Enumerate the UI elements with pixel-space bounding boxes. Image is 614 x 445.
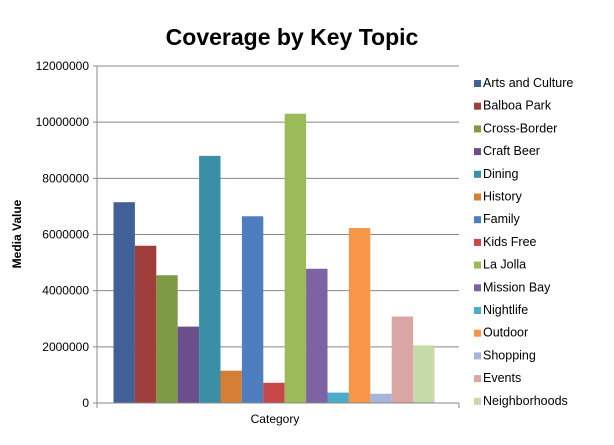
bar-craft-beer (177, 326, 200, 403)
bar-kids-free (263, 382, 285, 403)
legend-swatch (474, 80, 481, 87)
bar-outdoor (348, 228, 371, 403)
legend-label: Neighborhoods (483, 394, 568, 408)
y-tick-label: 12000000 (36, 59, 90, 73)
legend: Arts and Culture Balboa Park Cross-Border C… (474, 76, 573, 408)
bar-arts-and-culture (113, 202, 135, 403)
legend-label: Mission Bay (483, 280, 551, 294)
legend-swatch (474, 329, 481, 337)
legend-swatch (474, 284, 481, 292)
bar-nightlife (327, 392, 349, 403)
legend-swatch (474, 307, 481, 314)
legend-swatch (474, 352, 481, 360)
bar-cross-border (156, 275, 178, 403)
legend-swatch (474, 148, 481, 156)
bar-balboa-park (134, 245, 157, 403)
bar-dining (199, 155, 221, 403)
legend-label: Balboa Park (483, 99, 552, 113)
legend-label: History (483, 190, 523, 204)
legend-label: Nightlife (483, 303, 528, 317)
legend-label: Cross-Border (483, 121, 557, 135)
y-tick-label: 6000000 (42, 228, 89, 242)
y-tick-labels: 0 2000000 4000000 6000000 8000000 10000000 120… (36, 59, 97, 410)
legend-label: Kids Free (483, 235, 537, 249)
bar-family (241, 216, 264, 403)
bars (113, 113, 435, 403)
bar-mission-bay (306, 268, 328, 403)
legend-swatch (474, 397, 481, 405)
chart-title: Coverage by Key Topic (166, 24, 419, 50)
bar-la-jolla (284, 113, 307, 403)
y-tick-label: 4000000 (42, 284, 89, 298)
legend-swatch (474, 193, 481, 201)
legend-label: Shopping (483, 348, 536, 362)
legend-label: Arts and Culture (483, 76, 573, 90)
legend-label: Events (483, 371, 521, 385)
y-tick-label: 8000000 (42, 171, 89, 185)
legend-label: Family (483, 212, 521, 226)
legend-label: Craft Beer (483, 144, 540, 158)
legend-swatch (474, 216, 481, 224)
legend-swatch (474, 375, 481, 383)
legend-swatch (474, 102, 481, 110)
legend-label: La Jolla (483, 258, 526, 272)
legend-swatch (474, 261, 481, 269)
y-tick-label: 2000000 (42, 340, 89, 354)
bar-events (391, 316, 414, 403)
legend-label: Outdoor (483, 326, 528, 340)
y-tick-label: 0 (82, 396, 89, 410)
y-tick-label: 10000000 (36, 115, 90, 129)
bar-shopping (370, 393, 392, 403)
x-axis-label: Category (251, 412, 300, 426)
legend-swatch (474, 238, 481, 246)
y-axis-label: Media Value (10, 199, 24, 268)
legend-label: Dining (483, 167, 518, 181)
legend-swatch (474, 125, 481, 133)
legend-swatch (474, 170, 481, 178)
bar-history (220, 370, 242, 403)
bar-neighborhoods (413, 345, 435, 403)
